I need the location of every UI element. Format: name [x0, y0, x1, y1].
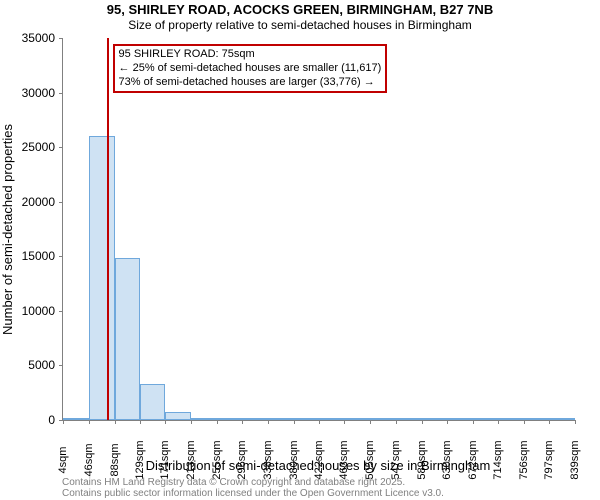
histogram-bar [473, 418, 499, 420]
y-tick-label: 25000 [5, 140, 55, 154]
chart-container: 95, SHIRLEY ROAD, ACOCKS GREEN, BIRMINGH… [0, 0, 600, 500]
y-tick-label: 35000 [5, 31, 55, 45]
annotation-line: 73% of semi-detached houses are larger (… [119, 76, 382, 90]
histogram-bar [498, 418, 524, 420]
x-tick [191, 420, 192, 424]
x-tick [268, 420, 269, 424]
histogram-bar [165, 412, 191, 420]
x-tick [575, 420, 576, 424]
histogram-bar [396, 418, 422, 420]
x-tick [294, 420, 295, 424]
annotation-box: 95 SHIRLEY ROAD: 75sqm ← 25% of semi-det… [113, 44, 388, 93]
x-tick [370, 420, 371, 424]
plot-area: 95 SHIRLEY ROAD: 75sqm ← 25% of semi-det… [62, 38, 575, 421]
histogram-bar [63, 418, 89, 420]
credits: Contains HM Land Registry data © Crown c… [62, 477, 444, 499]
annotation-line: 95 SHIRLEY ROAD: 75sqm [119, 48, 382, 62]
histogram-bar [115, 258, 141, 420]
y-tick-label: 10000 [5, 304, 55, 318]
histogram-bar [370, 418, 396, 420]
x-tick [115, 420, 116, 424]
histogram-bar [344, 418, 370, 420]
histogram-bar [524, 418, 550, 420]
x-tick [344, 420, 345, 424]
y-tick-label: 20000 [5, 195, 55, 209]
histogram-bar [268, 418, 294, 420]
histogram-bar [89, 136, 115, 420]
histogram-bar [242, 418, 268, 420]
y-tick-label: 30000 [5, 86, 55, 100]
y-tick-label: 5000 [5, 358, 55, 372]
x-tick [549, 420, 550, 424]
x-tick [89, 420, 90, 424]
y-tick-label: 0 [5, 413, 55, 427]
histogram-bar [140, 384, 166, 420]
x-tick [140, 420, 141, 424]
x-tick [165, 420, 166, 424]
credit-line: Contains public sector information licen… [62, 488, 444, 499]
histogram-bar [422, 418, 448, 420]
credit-line: Contains HM Land Registry data © Crown c… [62, 477, 444, 488]
x-axis-label: Distribution of semi-detached houses by … [62, 458, 574, 473]
x-tick [319, 420, 320, 424]
histogram-bar [294, 418, 320, 420]
x-tick [498, 420, 499, 424]
x-tick [242, 420, 243, 424]
y-tick-label: 15000 [5, 249, 55, 263]
x-tick [396, 420, 397, 424]
x-tick [422, 420, 423, 424]
histogram-bar [217, 418, 243, 420]
histogram-bar [191, 418, 217, 420]
marker-line [107, 38, 109, 420]
annotation-line: ← 25% of semi-detached houses are smalle… [119, 62, 382, 76]
histogram-bar [549, 418, 575, 420]
x-tick [217, 420, 218, 424]
chart-subtitle: Size of property relative to semi-detach… [0, 18, 600, 32]
histogram-bar [447, 418, 473, 420]
x-tick [63, 420, 64, 424]
x-tick [473, 420, 474, 424]
x-tick [447, 420, 448, 424]
x-tick [524, 420, 525, 424]
histogram-bar [319, 418, 345, 420]
chart-title: 95, SHIRLEY ROAD, ACOCKS GREEN, BIRMINGH… [0, 2, 600, 17]
